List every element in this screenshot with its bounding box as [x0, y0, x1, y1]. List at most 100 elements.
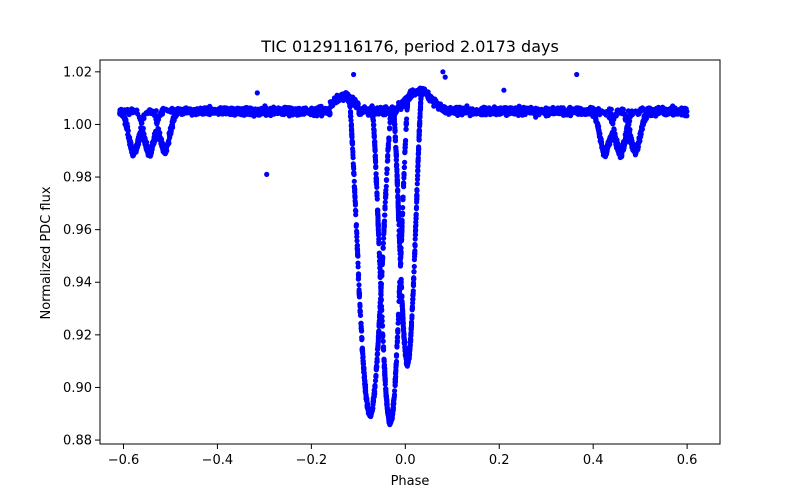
data-point	[393, 157, 399, 163]
data-point	[408, 336, 414, 342]
data-point	[361, 369, 367, 376]
data-point	[403, 126, 409, 132]
data-point	[380, 334, 386, 340]
data-point	[384, 170, 390, 176]
data-point	[380, 240, 386, 246]
data-point	[350, 161, 356, 167]
data-point	[138, 131, 144, 137]
data-point	[402, 346, 408, 352]
x-tick-label: −0.2	[296, 453, 328, 468]
data-point	[415, 168, 421, 174]
data-point	[382, 212, 388, 218]
data-point	[253, 108, 259, 114]
data-point	[289, 107, 295, 113]
data-point	[126, 134, 132, 140]
data-point	[410, 281, 417, 287]
y-tick-label: 0.88	[63, 434, 92, 449]
data-point	[413, 227, 419, 233]
data-point	[129, 106, 135, 112]
data-point	[376, 254, 382, 260]
data-point	[348, 123, 354, 129]
data-point	[395, 212, 402, 218]
data-point	[142, 141, 148, 148]
axis-ticks: −0.6 −0.4 −0.2 0.0 0.2 0.4 0.60.880.900.920.94…	[63, 65, 697, 468]
data-point	[130, 153, 136, 159]
data-point	[355, 260, 361, 266]
data-point	[254, 90, 260, 96]
data-point	[536, 109, 542, 115]
data-point	[384, 158, 390, 164]
y-tick-label: 0.90	[63, 381, 92, 396]
data-point	[346, 96, 352, 102]
data-point	[372, 384, 378, 390]
data-point	[373, 366, 379, 372]
data-point	[325, 106, 331, 112]
data-point	[398, 283, 404, 289]
data-point	[359, 109, 365, 115]
data-point	[393, 358, 400, 365]
data-point	[401, 335, 407, 341]
data-point	[578, 109, 584, 115]
data-point	[338, 92, 344, 98]
data-point	[369, 110, 375, 116]
data-point	[361, 375, 367, 381]
data-point	[408, 332, 414, 338]
data-point	[639, 105, 646, 111]
data-point	[396, 217, 402, 224]
data-point	[590, 108, 596, 114]
data-point	[353, 223, 359, 229]
data-point	[149, 147, 155, 153]
data-point	[382, 105, 388, 111]
data-point	[169, 122, 175, 128]
scatter-points	[117, 69, 690, 428]
data-point	[379, 318, 385, 324]
y-tick-label: 1.00	[63, 118, 92, 133]
data-point	[397, 238, 403, 244]
data-point	[281, 108, 287, 114]
data-point	[394, 176, 400, 182]
data-point	[350, 155, 356, 161]
data-point	[383, 386, 389, 392]
data-point	[393, 367, 399, 373]
data-point	[412, 243, 418, 249]
data-point	[395, 320, 401, 326]
data-point	[354, 243, 360, 249]
data-point	[375, 228, 381, 234]
data-point	[439, 107, 446, 114]
data-point	[369, 103, 375, 109]
data-point	[167, 131, 173, 137]
data-point	[382, 371, 388, 378]
data-point	[624, 113, 630, 119]
data-point	[402, 150, 408, 156]
data-point	[442, 74, 448, 80]
data-point	[375, 344, 381, 350]
data-point	[432, 103, 438, 109]
data-point	[468, 106, 474, 112]
data-point	[376, 232, 382, 238]
data-point	[400, 313, 406, 319]
data-point	[402, 159, 408, 165]
data-point	[418, 91, 424, 97]
data-point	[413, 222, 419, 228]
data-point	[157, 136, 163, 143]
data-point	[518, 107, 524, 113]
data-point	[372, 378, 379, 384]
data-point	[592, 112, 598, 118]
data-point	[379, 322, 386, 329]
data-point	[504, 112, 510, 118]
data-point	[228, 110, 234, 116]
data-point	[397, 251, 403, 257]
data-point	[411, 269, 417, 275]
data-point	[152, 110, 158, 116]
x-axis-label: Phase	[391, 474, 430, 489]
data-point	[122, 121, 128, 127]
y-tick-label: 0.94	[63, 276, 92, 291]
data-point	[382, 203, 388, 210]
data-point	[143, 110, 149, 116]
data-point	[354, 234, 360, 240]
data-point	[383, 183, 389, 189]
data-point	[371, 122, 377, 128]
data-point	[362, 389, 368, 395]
data-point	[360, 358, 366, 364]
data-point	[400, 210, 406, 216]
